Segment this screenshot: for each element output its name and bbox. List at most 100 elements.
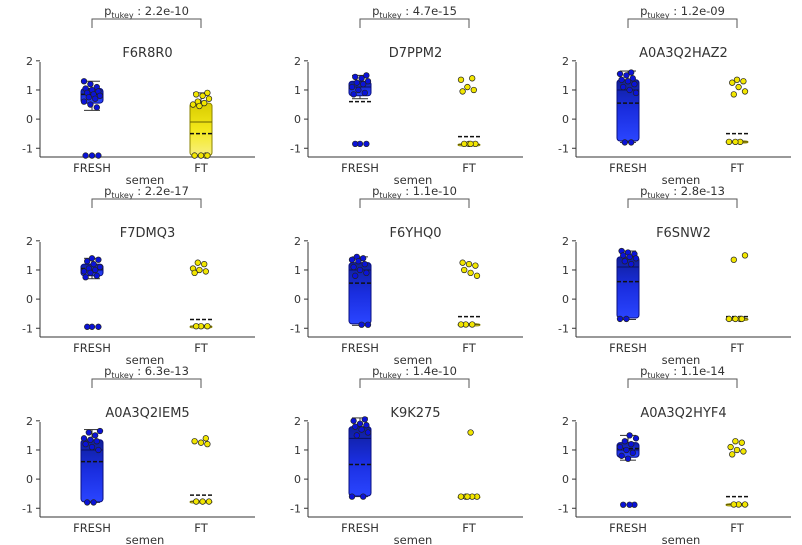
y-tick-label: 2 (294, 235, 301, 248)
x-tick-label: FT (462, 521, 476, 535)
x-tick-label: FT (462, 341, 476, 355)
significance-bracket: ptukey : 2.8e-13 (627, 184, 738, 208)
data-point (95, 256, 102, 263)
x-tick-label: FRESH (341, 521, 379, 535)
x-axis-title: semen (662, 533, 701, 545)
x-tick-label: FRESH (73, 521, 111, 535)
y-tick-label: -1 (290, 142, 301, 155)
y-tick-label: 0 (294, 113, 301, 126)
panel-title: A0A3Q2HAZ2 (639, 46, 728, 61)
data-point (191, 269, 198, 277)
data-point (618, 452, 625, 459)
data-point (194, 259, 201, 266)
box-fresh (348, 253, 372, 328)
data-point (196, 102, 203, 110)
data-point (84, 258, 91, 265)
y-tick-label: 0 (26, 293, 33, 306)
data-point (353, 432, 360, 439)
data-point (80, 435, 88, 442)
data-point (469, 321, 476, 328)
data-point (624, 78, 632, 85)
panel-a0a3q2haz2: ptukey : 1.2e-09 A0A3Q2HAZ2 -1 0 1 2 FRESH FT se… (558, 4, 791, 187)
data-point (457, 493, 465, 500)
data-point (96, 92, 104, 99)
y-tick-label: 1 (26, 84, 33, 97)
x-tick-label: FT (730, 341, 744, 355)
data-point (363, 140, 370, 148)
box-fresh (616, 432, 640, 508)
y-tick-label: -1 (558, 322, 569, 335)
panel-title: F6R8R0 (122, 46, 172, 61)
data-point (85, 94, 92, 101)
data-point (358, 75, 365, 82)
data-point (725, 138, 733, 145)
data-point (360, 255, 367, 262)
data-point (628, 440, 635, 448)
data-point (632, 435, 640, 442)
panel-k9k275: ptukey : 1.4e-10 K9K275 -1 0 1 2 FRESH FT semen (290, 364, 523, 545)
data-point (352, 73, 359, 81)
data-point (459, 259, 466, 266)
y-tick-label: -1 (558, 142, 569, 155)
data-point (348, 256, 356, 263)
x-tick-label: FT (194, 341, 208, 355)
box-ft (189, 259, 213, 330)
significance-bracket: ptukey : 2.2e-10 (91, 4, 202, 28)
data-point (467, 140, 474, 148)
box-ft (457, 259, 481, 328)
y-tick-label: 1 (26, 264, 33, 277)
y-tick-label: 2 (26, 415, 33, 428)
y-tick-label: 2 (26, 55, 33, 68)
data-point (87, 436, 94, 443)
data-point (88, 443, 96, 451)
data-point (626, 86, 633, 94)
data-point (205, 95, 213, 102)
data-point (629, 75, 636, 82)
y-tick-label: 0 (26, 113, 33, 126)
data-point (360, 80, 367, 88)
bracket-line (359, 198, 470, 208)
data-point (629, 449, 636, 457)
panel-title: A0A3Q2HYF4 (640, 406, 726, 421)
y-tick-label: 1 (26, 444, 33, 457)
data-point (621, 258, 628, 265)
significance-bracket: ptukey : 4.7e-15 (359, 4, 470, 28)
data-point (361, 260, 368, 268)
bracket-line (627, 18, 738, 28)
data-point (632, 255, 640, 262)
data-point (623, 315, 630, 323)
y-tick-label: -1 (22, 322, 33, 335)
data-point (355, 258, 362, 265)
data-point (189, 101, 197, 108)
x-tick-label: FRESH (609, 521, 647, 535)
data-point (623, 446, 630, 454)
x-axis-title: semen (394, 353, 433, 367)
x-axis-title: semen (394, 173, 433, 187)
data-point (626, 501, 633, 508)
data-point (88, 255, 96, 262)
y-tick-label: 2 (294, 415, 301, 428)
y-tick-label: -1 (22, 502, 33, 515)
x-axis-title: semen (126, 173, 165, 187)
data-point (464, 493, 471, 500)
data-point (196, 266, 203, 274)
significance-bracket: ptukey : 1.2e-09 (627, 4, 738, 28)
y-tick-label: 1 (294, 84, 301, 97)
data-point (363, 422, 370, 429)
bracket-line (91, 198, 202, 208)
data-point (96, 263, 104, 271)
pvalue-label: ptukey : 4.7e-15 (372, 4, 457, 20)
data-point (738, 315, 745, 323)
data-point (204, 152, 211, 159)
y-tick-label: 2 (562, 235, 569, 248)
data-point (352, 272, 359, 279)
data-point (616, 315, 624, 323)
x-tick-label: FRESH (341, 341, 379, 355)
data-point (626, 432, 633, 439)
data-point (467, 429, 474, 436)
data-point (620, 252, 627, 259)
y-tick-label: 0 (562, 293, 569, 306)
data-point (201, 99, 208, 107)
data-point (92, 432, 99, 439)
x-tick-label: FT (730, 521, 744, 535)
